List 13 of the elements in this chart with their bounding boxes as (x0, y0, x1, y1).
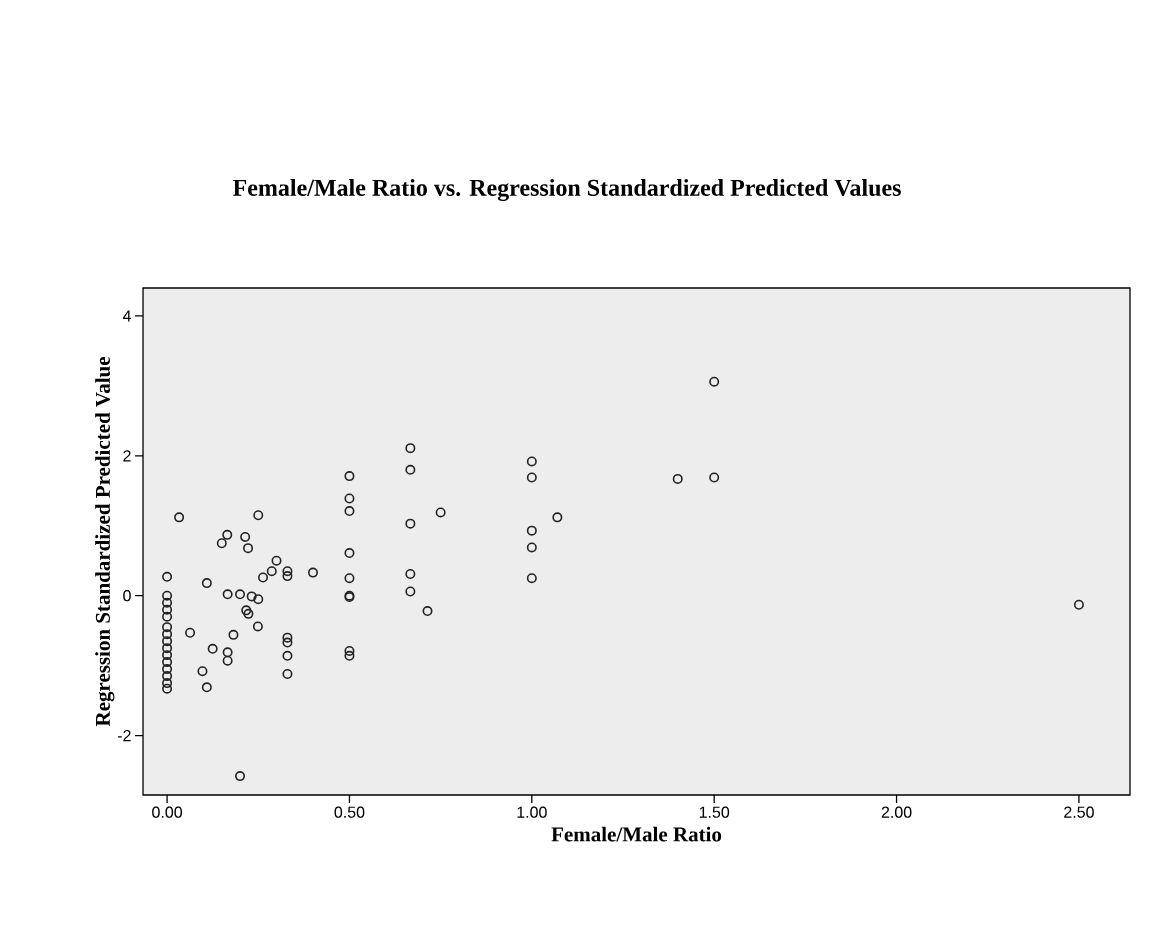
x-axis-title: Female/Male Ratio (551, 826, 722, 842)
y-tick-label: 4 (122, 310, 131, 322)
x-tick-label: 2.50 (1064, 806, 1094, 818)
chart-title: Female/Male Ratio vs. Regression Standardized Predicted Values (233, 179, 901, 201)
x-tick-label: 1.00 (517, 806, 547, 818)
x-tick-label: 0.00 (152, 806, 183, 818)
x-tick-label: 1.50 (699, 806, 730, 818)
y-tick-label: -2 (117, 729, 131, 742)
y-axis-title: Regression Standardized Predicted Value (95, 356, 115, 727)
x-tick-label: 2.00 (881, 806, 912, 818)
y-tick-label: 0 (123, 590, 131, 602)
x-tick-label: 0.50 (334, 806, 365, 818)
y-tick-label: 2 (123, 450, 131, 462)
